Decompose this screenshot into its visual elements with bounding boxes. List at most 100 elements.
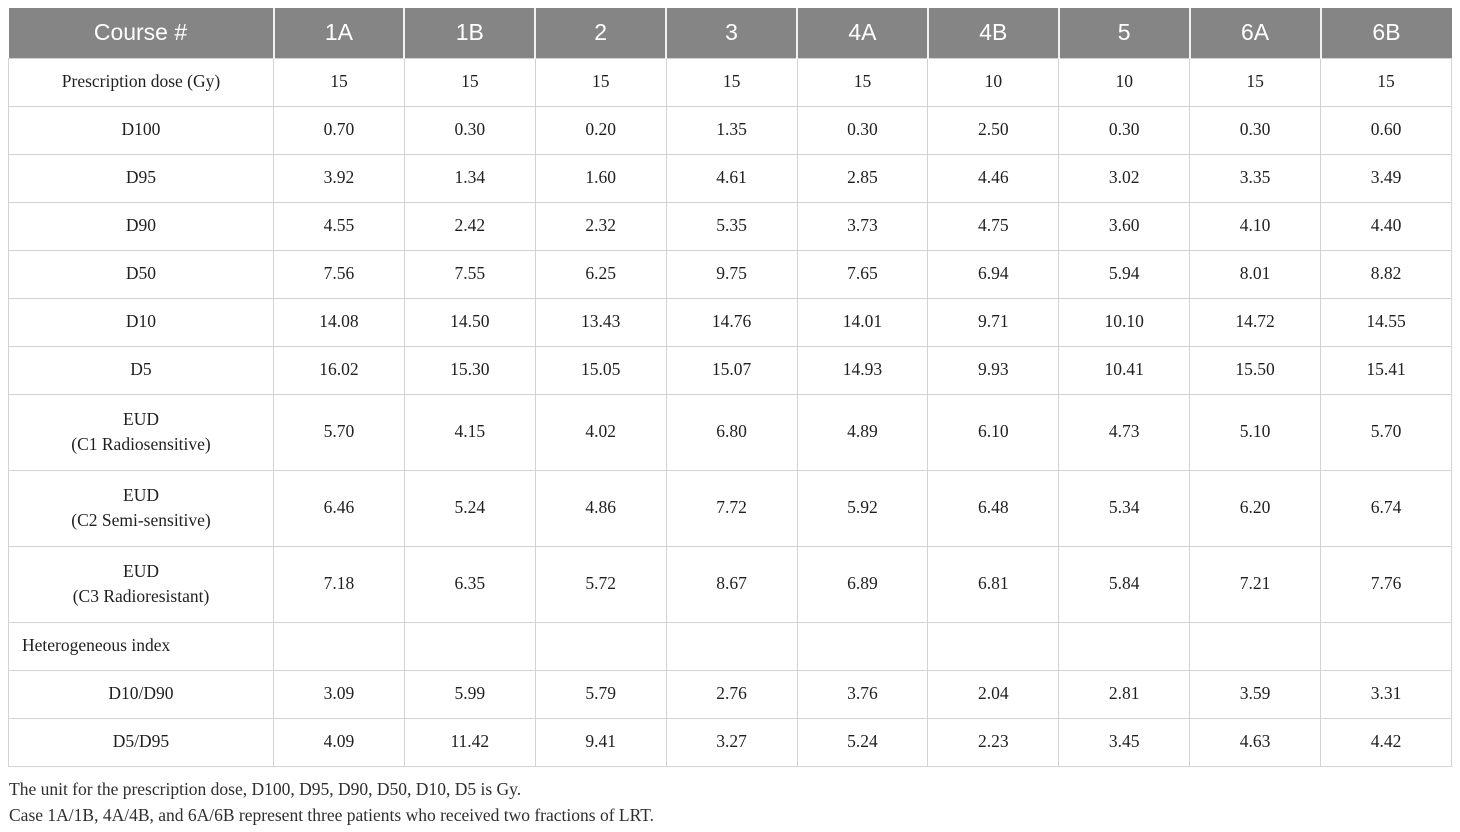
- footnote-cases: Case 1A/1B, 4A/4B, and 6A/6B represent t…: [9, 804, 654, 825]
- table-cell: 4.61: [665, 153, 798, 203]
- table-cell: [273, 621, 405, 671]
- table-cell: 6.20: [1189, 469, 1321, 547]
- table-cell: 0.30: [796, 105, 929, 155]
- table-cell: 7.72: [665, 469, 798, 547]
- table-row: Heterogeneous index: [8, 621, 1452, 671]
- table-cell: 3.31: [1320, 669, 1452, 719]
- table-cell: 5.94: [1058, 249, 1191, 299]
- table-cell: 3.92: [273, 153, 405, 203]
- table-cell: 3.45: [1058, 717, 1191, 767]
- table-cell: 7.18: [273, 545, 405, 623]
- table-cell: 7.55: [403, 249, 536, 299]
- table-cell: 3.35: [1189, 153, 1321, 203]
- table-cell: 6.10: [927, 393, 1060, 471]
- table-cell: 14.55: [1320, 297, 1452, 347]
- table-cell: 2.04: [927, 669, 1060, 719]
- table-cell: 13.43: [534, 297, 667, 347]
- table-figure: Course #1A 1B 2 3 4A 4B 5 6A 6B Prescription dos…: [8, 8, 1452, 828]
- table-row: Prescription dose (Gy) 15 15 15 15 15 10 10 15 15: [8, 57, 1452, 107]
- table-header: Course #1A 1B 2 3 4A 4B 5 6A 6B: [8, 8, 1452, 58]
- table-footnotes: The unit for the prescription dose, D100…: [8, 776, 1452, 828]
- table-cell: 7.65: [796, 249, 929, 299]
- header-cell-course: 4A: [797, 8, 929, 58]
- header-cell-course: 6B: [1320, 8, 1452, 58]
- header-cell-course: 1B: [404, 8, 537, 58]
- table-cell: 5.70: [1320, 393, 1452, 471]
- footnote-unit: The unit for the prescription dose, D100…: [9, 778, 522, 799]
- table-cell: 4.15: [403, 393, 536, 471]
- table-cell: 15.30: [403, 345, 536, 395]
- table-cell: 3.59: [1189, 669, 1321, 719]
- table-cell: 8.82: [1320, 249, 1452, 299]
- table-cell: 2.81: [1058, 669, 1191, 719]
- table-cell: [403, 621, 536, 671]
- table-row: D10/D90 3.09 5.99 5.79 2.76 3.76 2.04 2.81 3.59 3…: [8, 669, 1452, 719]
- table-cell: 14.72: [1189, 297, 1321, 347]
- table-cell: 7.56: [273, 249, 405, 299]
- header-cell-course: 4B: [927, 8, 1060, 58]
- table-row: EUD (C2 Semi-sensitive) 6.46 5.24 4.86 7.72 5…: [8, 469, 1452, 547]
- table-cell: 3.02: [1058, 153, 1191, 203]
- table-cell: 3.49: [1320, 153, 1452, 203]
- table-cell: 4.86: [534, 469, 667, 547]
- table-row: EUD (C1 Radiosensitive) 5.70 4.15 4.02 6.80 4…: [8, 393, 1452, 471]
- table-cell: 5.84: [1058, 545, 1191, 623]
- table-cell: 6.94: [927, 249, 1060, 299]
- table-cell: 14.93: [796, 345, 929, 395]
- table-cell: 4.40: [1320, 201, 1452, 251]
- table-row: D10 14.08 14.50 13.43 14.76 14.01 9.71 10.10 14.…: [8, 297, 1452, 347]
- table-cell: 6.35: [403, 545, 536, 623]
- table-body: Prescription dose (Gy) 15 15 15 15 15 10 10 15 15…: [8, 57, 1452, 767]
- table-cell: 15: [1320, 57, 1452, 107]
- table-cell: 4.09: [273, 717, 405, 767]
- table-row: D100 0.70 0.30 0.20 1.35 0.30 2.50 0.30 0.30 0.60: [8, 105, 1452, 155]
- table-cell: 0.30: [1058, 105, 1191, 155]
- header-cell-course: 3: [666, 8, 798, 58]
- header-cell-course: 5: [1058, 8, 1191, 58]
- table-cell: 6.48: [927, 469, 1060, 547]
- table-cell: 5.24: [796, 717, 929, 767]
- table-cell: 15.50: [1189, 345, 1321, 395]
- table-cell: 0.60: [1320, 105, 1452, 155]
- table-cell: 4.46: [927, 153, 1060, 203]
- table-cell: 1.34: [403, 153, 536, 203]
- table-row: D50 7.56 7.55 6.25 9.75 7.65 6.94 5.94 8.01 8.82: [8, 249, 1452, 299]
- table-cell: 16.02: [273, 345, 405, 395]
- table-cell: 11.42: [403, 717, 536, 767]
- row-label: EUD (C3 Radioresistant): [8, 545, 274, 623]
- table-cell: 14.50: [403, 297, 536, 347]
- header-cell-course: 6A: [1189, 8, 1322, 58]
- table-cell: 15.05: [534, 345, 667, 395]
- table-cell: 9.41: [534, 717, 667, 767]
- table-cell: 6.80: [665, 393, 798, 471]
- table-cell: 10.41: [1058, 345, 1191, 395]
- table-cell: [665, 621, 798, 671]
- header-row: Course #1A 1B 2 3 4A 4B 5 6A 6B: [8, 8, 1452, 58]
- table-cell: 7.76: [1320, 545, 1452, 623]
- row-label: EUD (C1 Radiosensitive): [8, 393, 274, 471]
- header-cell-label: Course #: [8, 8, 275, 58]
- table-cell: 0.20: [534, 105, 667, 155]
- table-cell: 2.42: [403, 201, 536, 251]
- table-cell: 1.35: [665, 105, 798, 155]
- row-label: D10: [8, 297, 274, 347]
- table-cell: 1.60: [534, 153, 667, 203]
- table-cell: 4.02: [534, 393, 667, 471]
- table-cell: 15: [1189, 57, 1321, 107]
- table-row: D5/D95 4.09 11.42 9.41 3.27 5.24 2.23 3.45 4.63 4…: [8, 717, 1452, 767]
- table-row: EUD (C3 Radioresistant) 7.18 6.35 5.72 8.67 6…: [8, 545, 1452, 623]
- table-cell: 4.10: [1189, 201, 1321, 251]
- row-label: D5: [8, 345, 274, 395]
- header-cell-course: 1A: [273, 8, 406, 58]
- table-cell: 2.23: [927, 717, 1060, 767]
- header-cell-course: 2: [535, 8, 668, 58]
- table-cell: 9.75: [665, 249, 798, 299]
- table-cell: 14.08: [273, 297, 405, 347]
- table-row: D90 4.55 2.42 2.32 5.35 3.73 4.75 3.60 4.10 4.40: [8, 201, 1452, 251]
- table-cell: 4.89: [796, 393, 929, 471]
- table-cell: 15: [273, 57, 405, 107]
- table-cell: 5.79: [534, 669, 667, 719]
- table-cell: 10.10: [1058, 297, 1191, 347]
- row-label: Heterogeneous index: [8, 621, 274, 671]
- table-cell: 14.01: [796, 297, 929, 347]
